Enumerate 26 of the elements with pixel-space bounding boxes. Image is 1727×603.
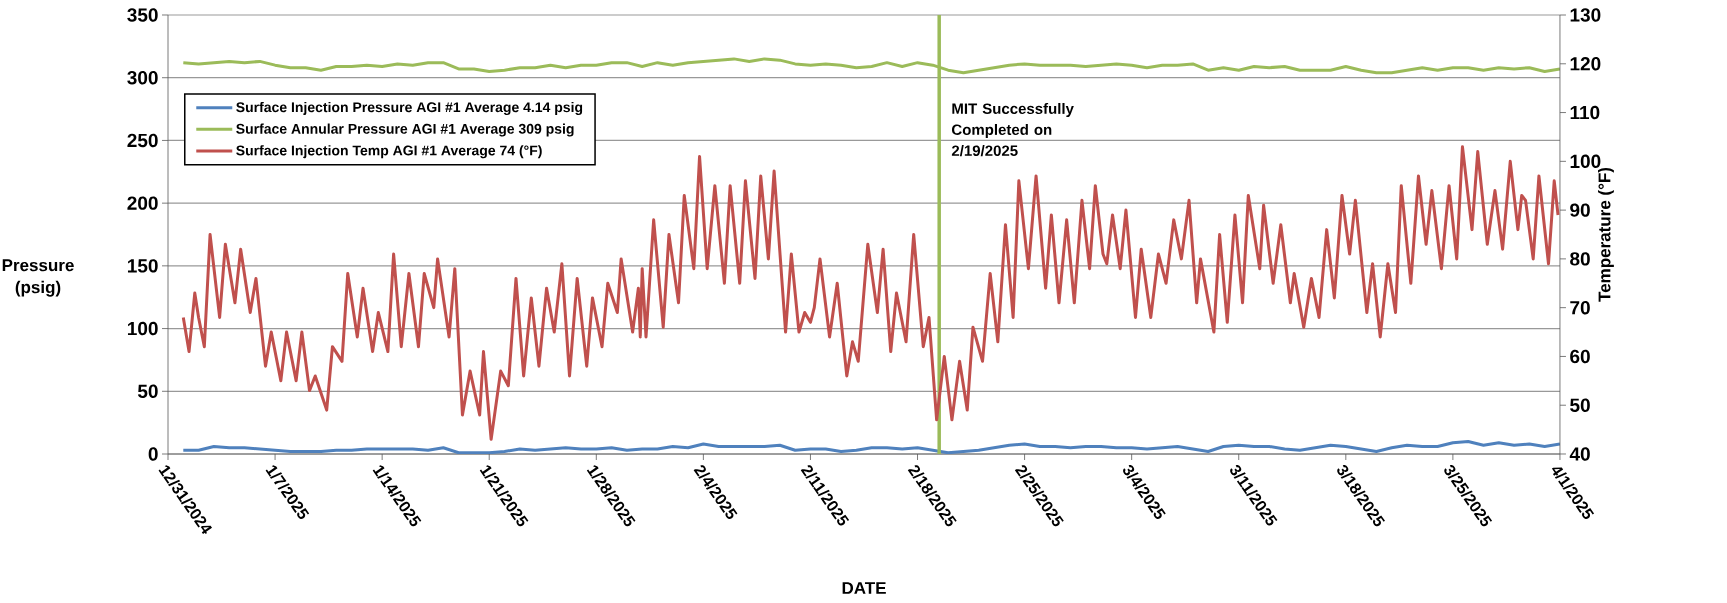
y2-axis-title: Temperature (°F): [1598, 167, 1614, 302]
legend-label: Surface Injection Temp AGI #1 Average 74 (°F): [236, 145, 542, 159]
y-axis-title: Pressure (psig): [2, 259, 74, 297]
y-tick-label: 100: [127, 321, 158, 336]
y2-tick-label: 90: [1570, 203, 1590, 217]
y2-tick-label: 100: [1570, 154, 1601, 169]
y-tick-label: 150: [127, 259, 158, 273]
y-tick-label: 300: [127, 70, 158, 85]
x-axis-title: DATE: [842, 582, 886, 594]
y2-tick-label: 60: [1570, 349, 1590, 364]
y-tick-label: 200: [127, 196, 158, 210]
y2-tick-label: 110: [1570, 105, 1600, 120]
y-tick-label: 350: [127, 8, 158, 22]
y2-tick-label: 130: [1570, 8, 1601, 22]
y2-tick-label: 80: [1570, 252, 1590, 266]
y2-tick-label: 40: [1569, 447, 1590, 461]
y-tick-label: 0: [148, 447, 158, 461]
legend-label: Surface Annular Pressure AGI #1 Average 309 psig: [236, 123, 574, 137]
line-series: [181, 145, 1560, 441]
ref-line-label: MIT Successfully Completed on 2/19/2025: [951, 102, 1074, 157]
y-tick-label: 250: [127, 133, 158, 148]
legend-label: Surface Injection Pressure AGI #1 Average 4.14 psig: [236, 101, 583, 115]
y2-tick-label: 50: [1570, 398, 1590, 412]
y2-tick-label: 70: [1570, 300, 1590, 315]
y-tick-label: 50: [137, 384, 158, 399]
y2-tick-label: 120: [1570, 57, 1601, 71]
